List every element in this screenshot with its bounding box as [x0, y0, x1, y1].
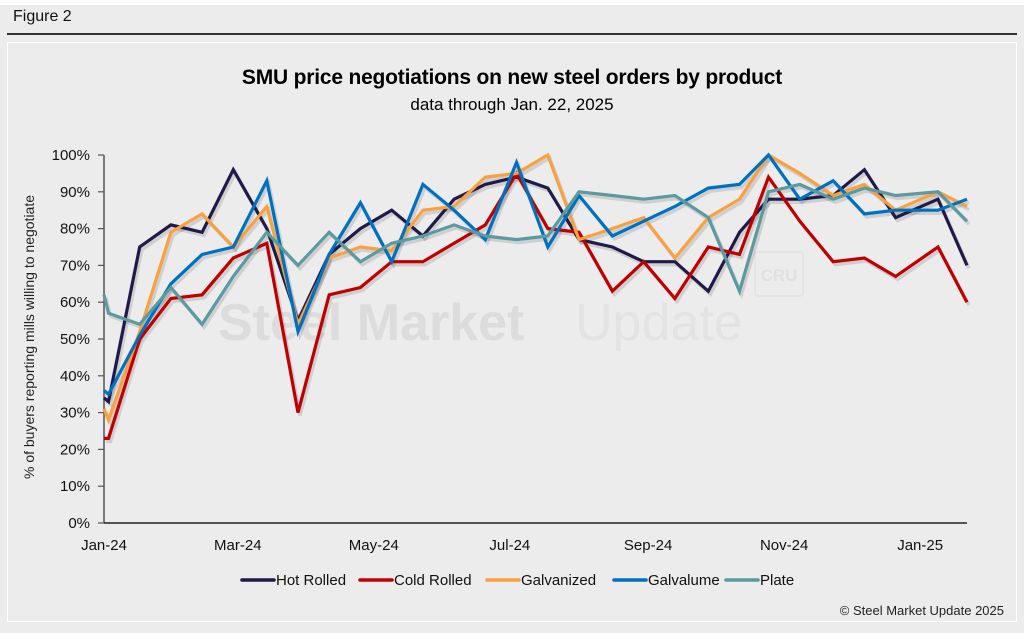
y-tick-label: 80%	[60, 221, 90, 238]
top-strip	[0, 0, 1024, 5]
watermark: Steel Market Update CRU	[218, 251, 804, 352]
legend-label: Galvalume	[648, 572, 720, 589]
y-tick-label: 100%	[52, 147, 90, 164]
watermark-light-text: Update	[575, 294, 743, 352]
x-tick-label: Jan-25	[897, 537, 943, 554]
copyright-footer: © Steel Market Update 2025	[839, 603, 1004, 618]
y-tick-label: 20%	[60, 441, 90, 458]
legend-item-hot-rolled: Hot Rolled	[240, 572, 346, 589]
series-line-galvanized	[102, 152, 968, 425]
x-tick-label: Mar-24	[214, 537, 262, 554]
legend-item-cold-rolled: Cold Rolled	[358, 572, 472, 589]
x-tick-label: Jan-24	[81, 537, 127, 554]
legend-item-plate: Plate	[724, 572, 794, 589]
legend-label: Hot Rolled	[276, 572, 346, 589]
legend: Hot Rolled Cold Rolled Galvanized Galvalume…	[240, 572, 794, 589]
series-line-hot-rolled	[102, 166, 969, 405]
x-axis: Jan-24 Mar-24 May-24 Jul-24 Sep-24 Nov-24 Jan-…	[81, 522, 967, 554]
x-tick-label: Nov-24	[760, 537, 808, 554]
watermark-bold-text: Steel Market	[218, 294, 524, 352]
legend-label: Galvanized	[521, 572, 596, 589]
watermark-cru-box	[754, 251, 804, 297]
header-rule	[7, 33, 1017, 35]
y-tick-label: 0%	[68, 515, 90, 532]
series-line-plate	[102, 182, 969, 327]
y-axis-label: % of buyers reporting mills willing to n…	[21, 195, 37, 479]
x-tick-label: Jul-24	[489, 537, 530, 554]
y-tick-label: 10%	[60, 478, 90, 495]
y-tick-label: 40%	[60, 368, 90, 385]
series-line-galvalume	[102, 152, 968, 397]
chart-title: SMU price negotiations on new steel orde…	[241, 66, 783, 89]
series-lines	[102, 152, 969, 440]
figure-label: Figure 2	[13, 8, 72, 25]
y-axis: 0% 10% 20% 30% 40% 50% 60% 70% 80% 90% 100%	[52, 147, 105, 532]
y-tick-label: 70%	[60, 257, 90, 274]
y-tick-label: 60%	[60, 294, 90, 311]
legend-item-galvalume: Galvalume	[612, 572, 720, 589]
y-tick-label: 30%	[60, 405, 90, 422]
legend-label: Cold Rolled	[394, 572, 472, 589]
legend-item-galvanized: Galvanized	[485, 572, 596, 589]
chart-subtitle: data through Jan. 22, 2025	[410, 95, 614, 114]
watermark-cru-text: CRU	[761, 266, 798, 285]
y-tick-label: 50%	[60, 331, 90, 348]
x-tick-label: May-24	[349, 537, 399, 554]
legend-label: Plate	[760, 572, 794, 589]
y-tick-label: 90%	[60, 184, 90, 201]
chart-frame	[7, 42, 1017, 622]
x-tick-label: Sep-24	[624, 537, 672, 554]
